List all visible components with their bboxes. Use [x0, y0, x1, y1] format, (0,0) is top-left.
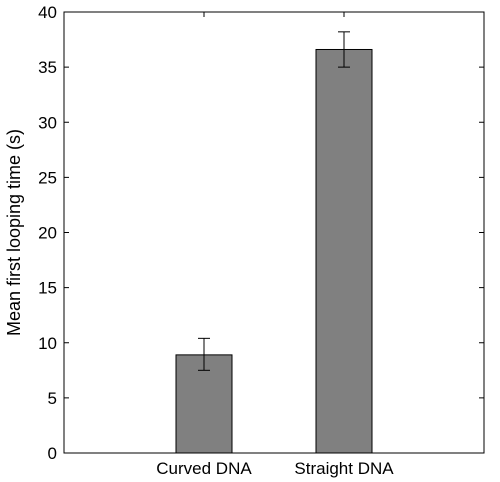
y-tick-label: 15 [38, 279, 57, 298]
bar-0 [175, 354, 233, 454]
bars [175, 48, 373, 454]
error-bars [198, 31, 350, 371]
y-tick-label: 0 [48, 444, 57, 463]
x-axis-ticks: Curved DNA Straight DNA [156, 12, 394, 478]
x-tick-label: Curved DNA [156, 459, 252, 478]
y-axis-label: Mean first looping time (s) [4, 129, 24, 336]
plot-frame [63, 11, 485, 454]
x-tick-label: Straight DNA [294, 459, 394, 478]
y-tick-label: 25 [38, 168, 57, 187]
y-tick-label: 20 [38, 224, 57, 243]
y-tick-label: 35 [38, 58, 57, 77]
y-tick-label: 10 [38, 334, 57, 353]
y-tick-label: 30 [38, 113, 57, 132]
y-tick-label: 40 [38, 3, 57, 22]
y-axis-ticks: 0 5 10 15 20 25 30 35 40 [38, 3, 484, 463]
bar-1 [315, 48, 373, 454]
y-tick-label: 5 [48, 389, 57, 408]
